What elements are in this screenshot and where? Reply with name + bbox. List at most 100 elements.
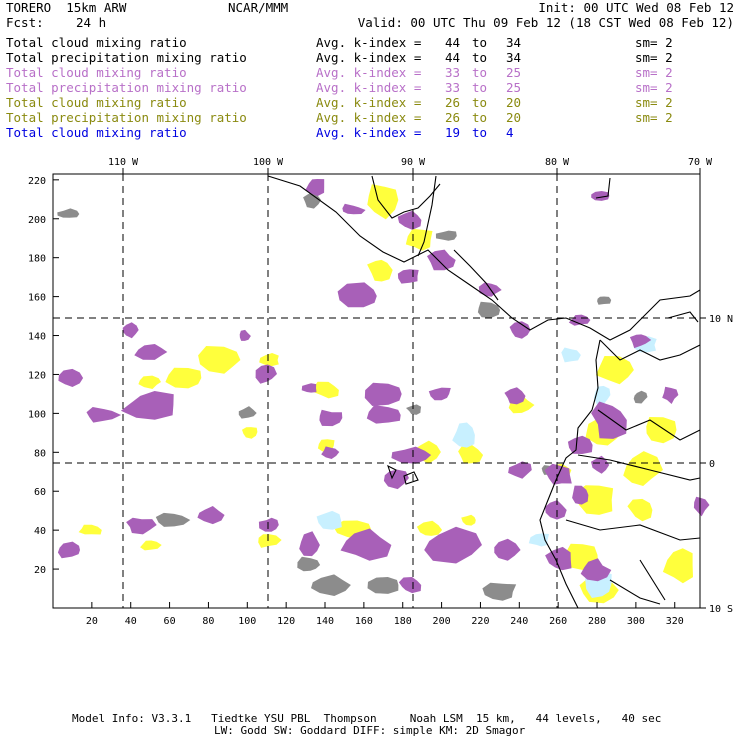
x-tick-label: 320 <box>666 616 684 627</box>
legend-k_to: 34 <box>506 35 522 50</box>
coastline <box>609 579 661 605</box>
x-tick-label: 220 <box>471 616 489 627</box>
yellow-cloud-patch <box>165 367 202 389</box>
x-tick-label: 140 <box>316 616 334 627</box>
yellow-cloud-patch <box>627 498 653 522</box>
coastline <box>539 339 601 609</box>
legend-k_from: 33 <box>445 80 461 95</box>
lat-lon-grid <box>53 174 700 608</box>
legend-k_to: 4 <box>506 125 514 140</box>
purple-cloud-patch <box>337 282 377 308</box>
purple-cloud-patch <box>126 517 157 535</box>
y-tick-label: 120 <box>28 370 46 381</box>
legend-k_from: 26 <box>445 110 461 125</box>
y-tick-label: 220 <box>28 176 46 187</box>
plot-frame <box>52 173 701 609</box>
yellow-cloud-patch <box>78 524 102 535</box>
legend-k_from: 26 <box>445 95 461 110</box>
x-tick-label: 200 <box>433 616 451 627</box>
purple-cloud-patch <box>197 506 225 525</box>
coastline <box>417 175 437 257</box>
yellow-cloud-patch <box>242 427 258 439</box>
y-tick-label: 140 <box>28 332 46 343</box>
gray-cloud-patch <box>633 390 648 404</box>
axis-labels: 20 40 60 80 100 120 140 160 180 200 220 20 40 60 80 100… <box>28 157 733 627</box>
legend-to: to <box>472 95 488 110</box>
valid-time: Valid: 00 UTC Thu 09 Feb 12 (18 CST Wed … <box>357 15 734 30</box>
legend-field: Total precipitation mixing ratio <box>6 80 247 95</box>
legend-to: to <box>472 125 488 140</box>
gray-cloud-patch <box>311 574 351 596</box>
gray-cloud-patch <box>155 512 191 527</box>
purple-cloud-patch <box>57 541 80 559</box>
gray-cloud-patch <box>435 230 457 241</box>
purple-cloud-patch <box>122 322 139 339</box>
legend-k_to: 25 <box>506 65 522 80</box>
legend-field: Total cloud mixing ratio <box>6 125 187 140</box>
coastline <box>453 249 499 301</box>
yellow-cloud-patch <box>258 534 282 548</box>
legend-field: Total cloud mixing ratio <box>6 95 187 110</box>
legend-field: Total precipitation mixing ratio <box>6 110 247 125</box>
purple-cloud-patch <box>580 558 612 582</box>
legend-avg_label: Avg. k-index = <box>316 35 422 50</box>
x-tick-label: 80 <box>202 616 214 627</box>
legend-avg_label: Avg. k-index = <box>316 125 422 140</box>
purple-cloud-patch <box>568 314 591 326</box>
legend-sm: sm= 2 <box>635 95 673 110</box>
purple-cloud-patch <box>397 269 419 284</box>
model-title: TORERO 15km ARW <box>6 0 127 15</box>
legend-to: to <box>472 110 488 125</box>
coastline <box>267 175 701 341</box>
forecast-label: Fcst: <box>6 15 44 30</box>
purple-cloud-patch <box>391 446 432 464</box>
center-name: NCAR/MMM <box>228 0 289 15</box>
coastline <box>599 339 701 361</box>
purple-cloud-patch <box>58 368 84 387</box>
init-time: Init: 00 UTC Wed 08 Feb 12 <box>538 0 734 15</box>
purple-cloud-patch <box>567 435 593 454</box>
y-tick-label: 200 <box>28 215 46 226</box>
purple-cloud-patch <box>509 321 531 339</box>
purple-cloud-patch <box>239 329 251 341</box>
x-tick-label: 100 <box>238 616 256 627</box>
x-tick-label: 180 <box>394 616 412 627</box>
x-tick-label: 240 <box>510 616 528 627</box>
purple-cloud-patch <box>366 405 401 424</box>
purple-cloud-patch <box>662 386 679 404</box>
cloud-fields <box>57 179 710 604</box>
legend-k_to: 20 <box>506 110 522 125</box>
purple-cloud-patch <box>572 485 589 505</box>
yellow-cloud-patch <box>646 417 677 444</box>
purple-cloud-patch <box>508 461 532 479</box>
gray-cloud-patch <box>406 404 422 415</box>
coastline <box>403 471 419 485</box>
latitude-label: 0 <box>709 459 715 470</box>
coastline <box>639 559 666 601</box>
legend-k_from: 44 <box>445 50 461 65</box>
longitude-label: 90 W <box>401 157 426 168</box>
gray-cloud-patch <box>597 296 612 305</box>
purple-cloud-patch <box>591 191 610 201</box>
cyan-cloud-patch <box>528 533 549 547</box>
yellow-cloud-patch <box>367 184 399 220</box>
y-tick-label: 20 <box>34 565 46 576</box>
purple-cloud-patch <box>258 517 279 532</box>
axis-ticks <box>53 168 706 609</box>
legend-avg_label: Avg. k-index = <box>316 110 422 125</box>
legend-to: to <box>472 35 488 50</box>
gray-cloud-patch <box>367 577 399 594</box>
purple-cloud-patch <box>255 364 277 384</box>
purple-cloud-patch <box>383 469 409 490</box>
legend-k_from: 44 <box>445 35 461 50</box>
x-tick-label: 280 <box>588 616 606 627</box>
purple-cloud-patch <box>424 526 482 564</box>
yellow-cloud-patch <box>259 353 279 367</box>
legend-sm: sm= 2 <box>635 35 673 50</box>
legend-k_from: 33 <box>445 65 461 80</box>
purple-cloud-patch <box>428 387 451 401</box>
purple-cloud-patch <box>86 407 122 423</box>
legend-sm: sm= 2 <box>635 50 673 65</box>
purple-cloud-patch <box>321 446 340 459</box>
coastline <box>387 464 397 480</box>
